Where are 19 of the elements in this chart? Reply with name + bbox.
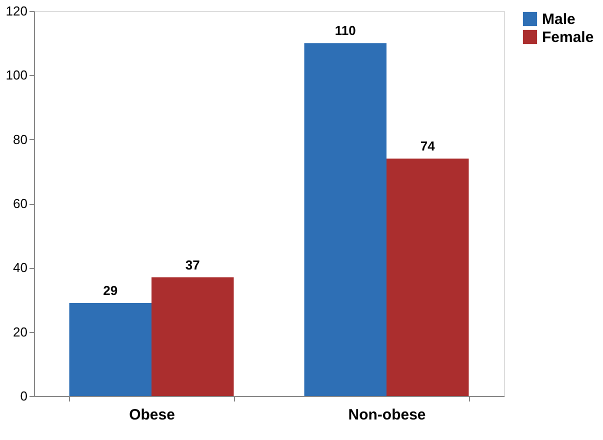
y-tick-label: 60 (13, 196, 28, 211)
y-tick-label: 40 (13, 260, 28, 276)
data-label: 74 (420, 138, 436, 154)
x-tick-label: Obese (129, 406, 175, 424)
x-tick-label: Non-obese (348, 406, 426, 424)
y-tick-label: 0 (20, 388, 28, 404)
y-tick-label: 20 (13, 324, 28, 340)
y-tick-label: 100 (6, 68, 28, 83)
legend-label: Female (542, 29, 594, 46)
bar (386, 158, 469, 396)
data-label: 37 (185, 257, 200, 272)
y-tick-label: 80 (13, 132, 28, 147)
data-label: 110 (334, 23, 356, 38)
y-tick-label: 120 (6, 4, 28, 18)
legend-label: Male (542, 11, 576, 28)
bar (152, 277, 234, 396)
bar (69, 302, 152, 396)
data-label: 29 (103, 282, 118, 298)
bar (304, 43, 386, 396)
